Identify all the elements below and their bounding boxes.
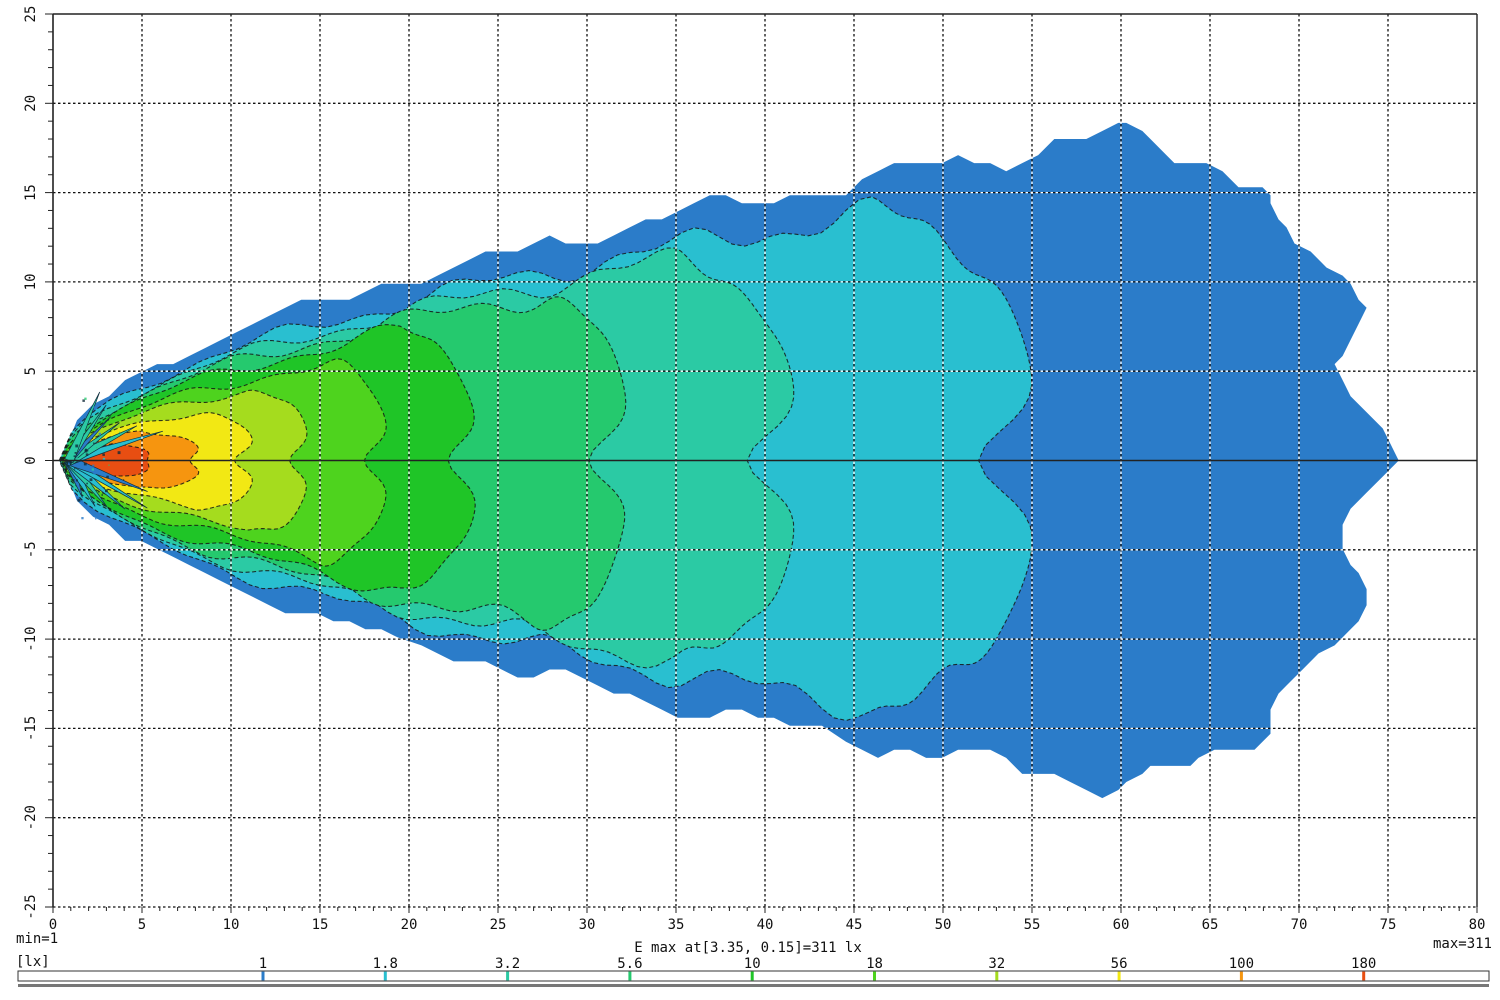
tip-speckle xyxy=(77,498,81,502)
tip-speckle xyxy=(89,483,91,485)
legend-tick-label: 18 xyxy=(866,956,883,972)
x-tick-label: 45 xyxy=(846,917,863,933)
legend-tick xyxy=(873,971,876,981)
tip-speckle xyxy=(74,468,76,470)
unit-annotation: [lx] xyxy=(16,954,50,970)
x-tick-label: 50 xyxy=(935,917,952,933)
tip-speckle xyxy=(73,479,75,481)
tip-speckle xyxy=(75,479,78,482)
legend-tick-label: 1.8 xyxy=(373,956,398,972)
tip-speckle xyxy=(82,430,85,433)
emax-annotation: E max at[3.35, 0.15]=311 lx xyxy=(634,940,862,956)
legend-tick-label: 3.2 xyxy=(495,956,520,972)
legend-tick xyxy=(750,971,754,981)
tick-labels: 0 5 10 15 20 25 30 35 40 45 50 55 60 65 70 75 8025201510… xyxy=(23,6,1485,933)
x-tick-label: 75 xyxy=(1380,917,1397,933)
legend-tick-label: 100 xyxy=(1229,956,1254,972)
tip-speckle xyxy=(93,442,95,444)
tip-speckle xyxy=(95,409,99,412)
tip-speckle xyxy=(83,462,87,466)
tip-speckle xyxy=(119,431,121,433)
tip-speckle xyxy=(101,494,103,496)
legend-tick xyxy=(383,971,387,981)
tip-speckle xyxy=(102,457,106,461)
y-tick-label: 25 xyxy=(23,6,39,23)
legend-tick-label: 32 xyxy=(988,956,1005,972)
tip-speckle xyxy=(73,455,76,457)
axes xyxy=(45,13,1478,913)
legend-tick xyxy=(1117,971,1121,981)
tip-speckle xyxy=(76,457,79,461)
tip-speckle xyxy=(86,482,88,485)
y-tick-label: 5 xyxy=(23,367,39,375)
y-tick-label: -5 xyxy=(23,541,39,558)
x-tick-label: 80 xyxy=(1469,917,1486,933)
legend-tick xyxy=(995,971,999,981)
y-tick-label: -15 xyxy=(23,716,39,741)
tip-speckle xyxy=(102,453,105,456)
tip-speckle xyxy=(89,478,93,482)
x-tick-label: 65 xyxy=(1202,917,1219,933)
tip-speckle xyxy=(98,432,102,436)
legend-bar: 1 1.8 3.2 5.6 10 18 32 56 100 180 xyxy=(17,956,1490,987)
tip-speckle xyxy=(84,449,88,453)
min-annotation: min=1 xyxy=(16,931,58,947)
x-tick-label: 30 xyxy=(579,917,596,933)
x-tick-label: 20 xyxy=(401,917,418,933)
tip-speckle xyxy=(106,475,109,479)
tip-speckle xyxy=(93,471,96,475)
x-tick-label: 10 xyxy=(223,917,240,933)
legend-tick xyxy=(628,971,632,981)
tip-speckle xyxy=(108,464,110,466)
x-tick-label: 40 xyxy=(757,917,774,933)
legend-tick-label: 180 xyxy=(1351,956,1376,972)
tip-noise xyxy=(63,391,164,520)
legend-tick-label: 1 xyxy=(259,956,267,972)
legend-tick xyxy=(506,971,510,981)
legend-tick-label: 56 xyxy=(1111,956,1128,972)
tip-speckle xyxy=(123,479,125,481)
tip-speckle xyxy=(93,406,96,409)
x-tick-label: 25 xyxy=(490,917,507,933)
tip-speckle xyxy=(96,447,98,449)
x-tick-label: 5 xyxy=(138,917,146,933)
x-tick-label: 35 xyxy=(668,917,685,933)
tip-speckle xyxy=(74,452,77,454)
x-tick-label: 70 xyxy=(1291,917,1308,933)
tip-speckle xyxy=(92,464,95,467)
max-annotation: max=311 xyxy=(1433,936,1492,952)
legend-tick xyxy=(1362,971,1366,981)
tip-speckle xyxy=(75,444,79,448)
x-tick-label: 55 xyxy=(1024,917,1041,933)
y-tick-label: -25 xyxy=(23,894,39,919)
y-tick-label: -20 xyxy=(23,805,39,830)
y-tick-label: 20 xyxy=(23,95,39,112)
y-tick-label: -10 xyxy=(23,626,39,651)
tip-speckle xyxy=(86,450,89,452)
tip-speckle xyxy=(117,451,121,455)
x-tick-label: 0 xyxy=(49,917,57,933)
tip-speckle xyxy=(82,399,85,402)
tip-speckle xyxy=(85,453,89,456)
tip-speckle xyxy=(98,491,100,493)
legend-tick xyxy=(1239,971,1243,981)
tip-speckle xyxy=(84,397,87,400)
tip-speckle xyxy=(91,468,94,471)
legend-tick-label: 10 xyxy=(744,956,761,972)
legend-tick xyxy=(261,971,265,981)
tip-speckle xyxy=(105,489,108,493)
legend-tick-label: 5.6 xyxy=(617,956,642,972)
y-tick-label: 15 xyxy=(23,184,39,201)
tip-speckle xyxy=(81,517,84,520)
generated-plot-content: 0 5 10 15 20 25 30 35 40 45 50 55 60 65 70 75 8025201510… xyxy=(17,6,1490,987)
x-tick-label: 15 xyxy=(312,917,329,933)
y-tick-label: 10 xyxy=(23,273,39,290)
tip-speckle xyxy=(95,518,97,520)
y-tick-label: 0 xyxy=(23,456,39,464)
x-tick-label: 60 xyxy=(1113,917,1130,933)
